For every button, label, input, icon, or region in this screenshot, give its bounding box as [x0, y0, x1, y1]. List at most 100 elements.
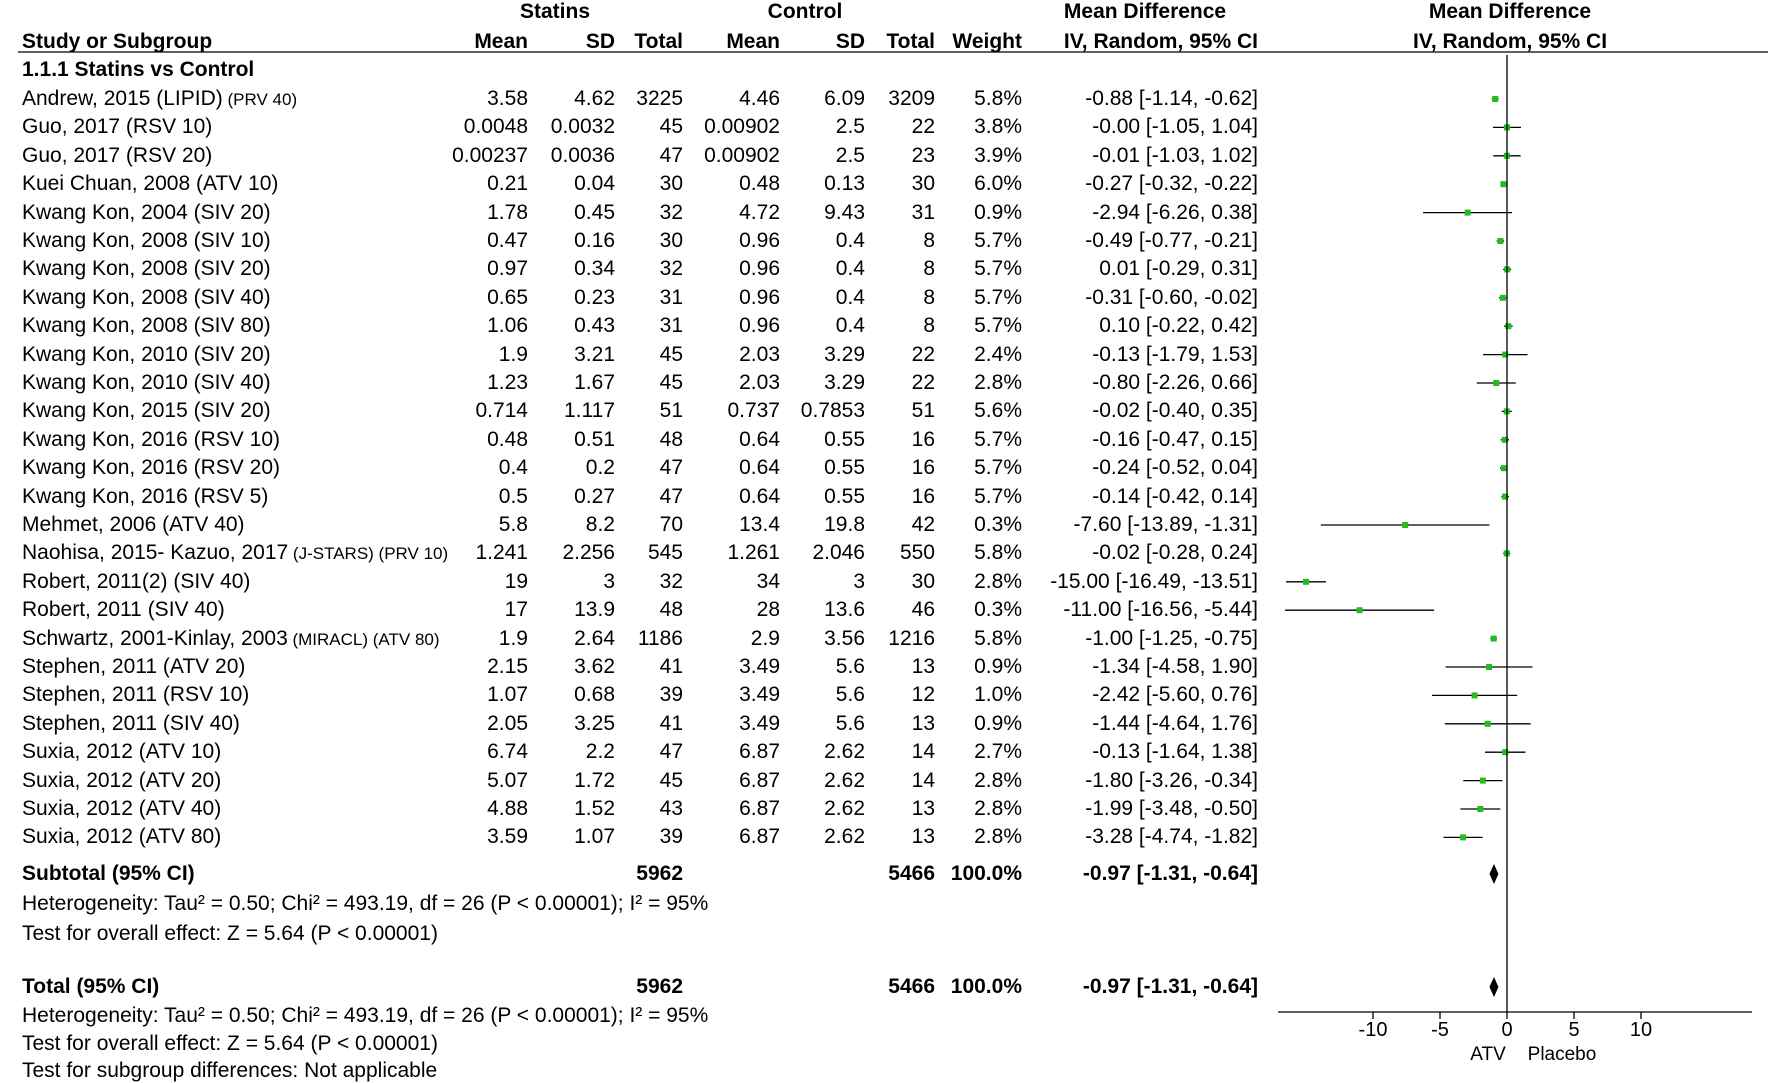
point-estimate: [1502, 351, 1509, 358]
control-mean: 4.72: [739, 200, 780, 224]
ci-value: -0.31 [-0.60, -0.02]: [1085, 285, 1258, 309]
study-tag: (J-STARS) (PRV 10): [288, 544, 449, 564]
control-sd: 6.09: [824, 87, 865, 110]
statins-mean: 5.8: [498, 513, 528, 536]
statins-total: 32: [659, 569, 683, 593]
subtotal-weight: 100.0%: [950, 862, 1022, 885]
statins-sd: 3.25: [574, 711, 615, 735]
weight-value: 2.8%: [974, 825, 1022, 849]
control-sd: 2.62: [824, 825, 865, 849]
ci-header: IV, Random, 95% CI: [1063, 30, 1258, 53]
point-estimate: [1303, 578, 1309, 585]
x-tick-label: -10: [1359, 1019, 1388, 1041]
statins-mean: 1.78: [487, 200, 528, 224]
weight-value: 0.9%: [974, 711, 1022, 735]
x-tick-label: 5: [1568, 1019, 1579, 1041]
statins-mean: 1.06: [487, 314, 528, 338]
study-tag: (MIRACL) (ATV 80): [287, 629, 440, 649]
ci-value: -1.99 [-3.48, -0.50]: [1085, 797, 1258, 820]
statins-total: 41: [659, 655, 683, 678]
statins-sd: 2.256: [562, 541, 615, 565]
study-name: Stephen, 2011 (RSV 10): [22, 683, 250, 707]
control-sd: 2.5: [835, 115, 865, 139]
weight-value: 3.8%: [974, 115, 1022, 139]
control-total: 1216: [888, 626, 935, 650]
point-estimate: [1460, 834, 1467, 841]
statins-mean: 0.47: [487, 229, 528, 252]
control-total: 51: [911, 399, 935, 423]
statins-mean: 3.59: [487, 825, 528, 849]
point-estimate: [1490, 635, 1497, 642]
statins-mean: 6.74: [487, 740, 528, 764]
study-name: Stephen, 2011 (SIV 40): [22, 711, 240, 735]
statins-group-header: Statins: [519, 0, 590, 23]
statins-sd: 13.9: [574, 598, 615, 622]
subtotal-label: Subtotal (95% CI): [22, 862, 195, 885]
statins-total: 41: [659, 711, 683, 735]
statins-total: 39: [659, 825, 683, 849]
weight-value: 5.8%: [974, 541, 1022, 565]
control-mean: 2.9: [750, 626, 780, 650]
control-sd-header: SD: [835, 30, 865, 53]
statins-total: 51: [659, 399, 683, 423]
subgroup-differences-test: Test for subgroup differences: Not appli…: [22, 1059, 438, 1082]
control-sd: 2.62: [824, 740, 865, 764]
point-estimate: [1492, 96, 1499, 102]
control-mean: 0.96: [739, 229, 780, 252]
weight-value: 0.3%: [974, 513, 1022, 536]
point-estimate: [1486, 664, 1493, 670]
control-sd: 9.43: [824, 200, 865, 224]
ci-value: 0.01 [-0.29, 0.31]: [1099, 257, 1258, 281]
statins-total: 47: [659, 484, 683, 508]
statins-total: 32: [659, 200, 683, 224]
control-total: 3209: [888, 87, 935, 110]
control-sd: 3.29: [824, 371, 865, 394]
weight-value: 5.7%: [974, 285, 1022, 309]
control-sd: 13.6: [824, 598, 865, 622]
control-mean: 2.03: [739, 342, 780, 366]
control-total-header: Total: [886, 30, 935, 53]
md-group-header: Mean Difference: [1063, 0, 1227, 23]
study-name: Guo, 2017 (RSV 10): [22, 115, 213, 139]
control-mean: 13.4: [739, 513, 780, 536]
weight-value: 2.7%: [974, 740, 1022, 764]
statins-sd: 1.52: [574, 797, 615, 820]
ci-value: -0.88 [-1.14, -0.62]: [1085, 87, 1258, 110]
point-estimate: [1356, 607, 1363, 614]
ci-value: -1.80 [-3.26, -0.34]: [1085, 768, 1258, 792]
weight-value: 0.9%: [974, 655, 1022, 678]
statins-mean: 1.07: [487, 683, 528, 707]
point-estimate: [1502, 493, 1509, 500]
control-total: 8: [923, 257, 935, 281]
statins-sd: 2.2: [585, 740, 615, 764]
control-total: 14: [911, 740, 935, 764]
point-estimate: [1497, 238, 1504, 244]
ci-value: -1.34 [-4.58, 1.90]: [1092, 655, 1258, 678]
weight-value: 3.9%: [974, 143, 1022, 167]
study-name: Kwang Kon, 2015 (SIV 20): [22, 399, 271, 423]
control-total: 16: [911, 427, 935, 451]
control-total: 13: [911, 797, 935, 820]
axis-left-label: ATV: [1470, 1044, 1506, 1065]
statins-mean: 0.97: [487, 257, 528, 281]
control-sd: 2.5: [835, 143, 865, 167]
control-group-header: Control: [767, 0, 843, 23]
control-total: 22: [911, 371, 935, 394]
control-mean: 6.87: [739, 768, 780, 792]
control-total: 30: [911, 172, 935, 196]
study-name: Kwang Kon, 2016 (RSV 5): [22, 484, 269, 508]
control-mean: 0.64: [739, 456, 780, 480]
statins-sd: 3.62: [574, 655, 615, 678]
weight-header: Weight: [952, 30, 1022, 53]
control-mean: 28: [756, 598, 780, 622]
control-total: 8: [923, 285, 935, 309]
control-total: 42: [911, 513, 935, 536]
control-total: 22: [911, 115, 935, 139]
statins-total: 45: [659, 371, 683, 394]
point-estimate: [1464, 209, 1471, 216]
control-total: 8: [923, 314, 935, 338]
ci-value: -0.01 [-1.03, 1.02]: [1092, 143, 1258, 167]
control-sd: 0.4: [835, 314, 865, 338]
